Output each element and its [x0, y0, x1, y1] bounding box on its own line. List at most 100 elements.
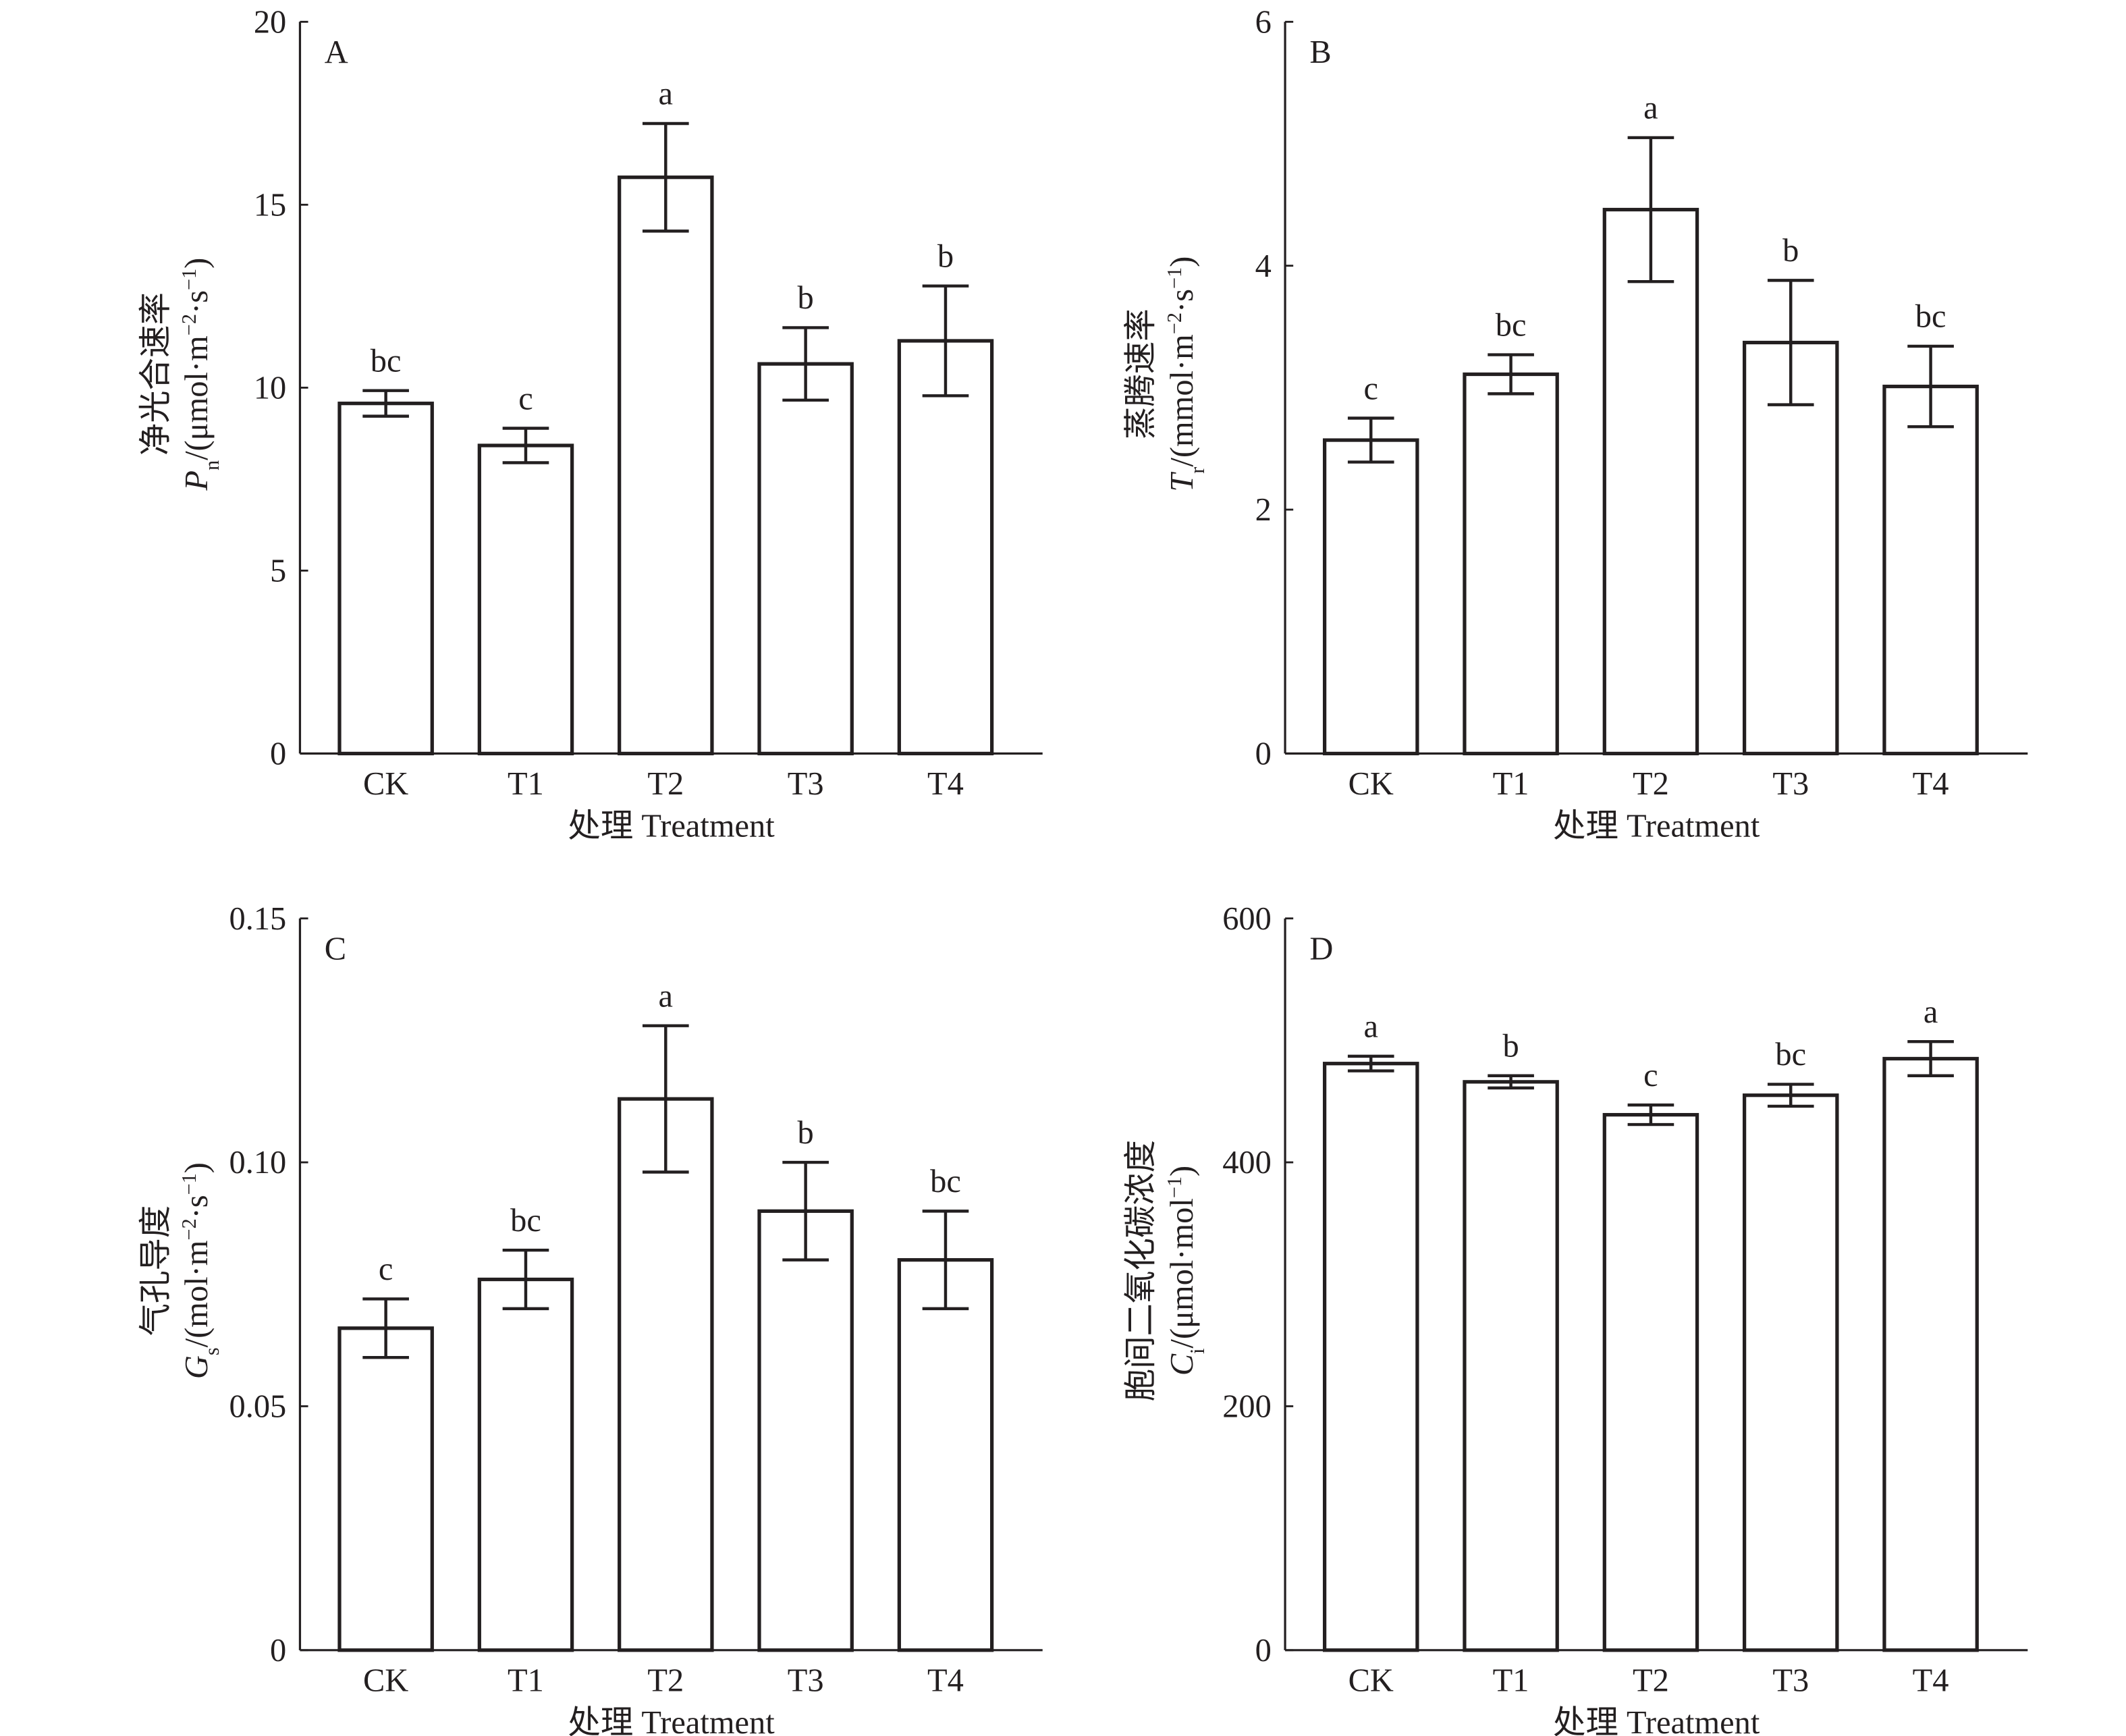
y-axis-label-chinese: 胞间二氧化碳浓度	[1123, 1140, 1159, 1402]
x-tick-label: T1	[1493, 1662, 1529, 1698]
x-tick-label: T2	[647, 1662, 684, 1698]
y-axis-label-part: C	[1164, 1353, 1200, 1376]
significance-letter: b	[937, 238, 954, 274]
y-axis-label-part: G	[179, 1355, 215, 1379]
bar-t1	[477, 443, 574, 756]
significance-letter: a	[1924, 994, 1938, 1030]
panel-label: C	[325, 931, 346, 967]
x-tick-label: T3	[1772, 1662, 1809, 1698]
y-tick-label: 2	[1255, 492, 1272, 528]
panel-label: B	[1309, 34, 1331, 70]
y-axis-label-part: s	[200, 1347, 223, 1355]
significance-letter: a	[1364, 1009, 1379, 1045]
y-axis-label-part: i	[1186, 1349, 1209, 1354]
y-axis-label-part: r	[1186, 467, 1209, 474]
x-tick-label: T1	[1493, 766, 1529, 802]
x-tick-label: T4	[927, 1662, 964, 1698]
y-axis-label-formula: Pn/(μmol·m−2·s−1)	[178, 258, 223, 491]
x-tick-label: T2	[1633, 766, 1669, 802]
x-tick-label: T4	[1913, 1662, 1949, 1698]
bar-t1	[1463, 1080, 1559, 1652]
significance-letter: b	[798, 1115, 814, 1151]
y-tick-label: 200	[1222, 1389, 1272, 1425]
significance-letter: c	[1364, 371, 1379, 406]
y-axis-label-part: /(μmol·m	[179, 335, 215, 460]
significance-letter: b	[1502, 1029, 1519, 1064]
significance-letter: bc	[371, 343, 402, 379]
bar-t1	[477, 1277, 574, 1652]
bar-t2	[618, 175, 714, 756]
y-tick-label: 0.10	[229, 1145, 286, 1181]
x-tick-label: T2	[1633, 1662, 1669, 1698]
y-axis-label-part: −2	[178, 314, 200, 335]
bar-t4	[897, 1257, 994, 1652]
significance-letter: bc	[1915, 299, 1946, 335]
y-tick-label: 5	[270, 553, 286, 589]
x-tick-label: T3	[788, 1662, 824, 1698]
y-tick-label: 0	[270, 1633, 286, 1669]
significance-letter: bc	[510, 1203, 541, 1239]
bar-t4	[1882, 384, 1979, 756]
significance-letter: a	[659, 978, 674, 1014]
bar-ck	[1322, 1062, 1419, 1652]
y-tick-label: 4	[1255, 248, 1272, 284]
x-tick-label: T2	[647, 766, 684, 802]
chart-panel-a: 0 5 10 15 20 Abc CK c T1 a T2 b T3 b T4 处理 Treatment 净光合…	[138, 4, 1043, 844]
x-axis-label: 处理 Treatment	[568, 1705, 775, 1736]
x-tick-label: T4	[927, 766, 964, 802]
significance-letter: a	[1643, 90, 1658, 126]
significance-letter: b	[1782, 233, 1799, 269]
y-axis-label-part: /(mol·m	[179, 1241, 215, 1348]
y-axis-label-formula: Ci/(μmol·mol−1)	[1163, 1166, 1209, 1376]
x-tick-label: CK	[363, 766, 408, 802]
significance-letter: c	[1643, 1058, 1658, 1093]
significance-letter: c	[379, 1251, 393, 1287]
y-axis-label-part: T	[1164, 472, 1200, 492]
y-axis-label-part: /(mmol·m	[1164, 334, 1200, 466]
x-tick-label: T1	[508, 766, 544, 802]
chart-panel-d: 0 200 400 600 Da CK b T1 c T2 bc T3 a T4 处理 Treatment 胞…	[1123, 901, 2028, 1736]
y-tick-label: 0	[1255, 736, 1272, 772]
y-axis-label-chinese: 气孔导度	[138, 1205, 174, 1336]
panel-label: A	[325, 34, 348, 70]
x-axis-label: 处理 Treatment	[1553, 1705, 1760, 1736]
y-axis-label-part: −2	[1163, 313, 1186, 334]
y-axis-label-chinese: 净光合速率	[138, 292, 174, 456]
y-axis-label-part: −1	[178, 269, 200, 290]
bar-t2	[618, 1097, 714, 1652]
y-axis-label-formula: Tr/(mmol·m−2·s−1)	[1163, 256, 1209, 492]
bar-ck	[337, 1326, 434, 1652]
significance-letter: bc	[1496, 307, 1527, 343]
y-axis-label-part: −1	[178, 1173, 200, 1195]
y-tick-label: 15	[254, 187, 286, 223]
y-axis-label-part: )	[179, 1162, 215, 1173]
x-tick-label: T3	[1772, 766, 1809, 802]
y-axis-label-part: ·s	[179, 290, 215, 314]
bar-t3	[1742, 1093, 1839, 1652]
y-axis-label-part: −1	[1163, 267, 1186, 289]
significance-letter: a	[659, 76, 674, 112]
x-tick-label: CK	[1348, 1662, 1394, 1698]
bar-t3	[757, 362, 854, 756]
y-axis-label-formula: Gs/(mol·m−2·s−1)	[178, 1162, 223, 1379]
x-tick-label: CK	[1348, 766, 1394, 802]
y-tick-label: 400	[1222, 1145, 1272, 1181]
y-tick-label: 0.05	[229, 1389, 286, 1425]
y-axis-label-part: n	[200, 460, 223, 470]
y-axis-label-part: P	[179, 470, 215, 491]
y-tick-label: 10	[254, 371, 286, 406]
y-axis-label-part: )	[1164, 1166, 1200, 1176]
x-tick-label: T4	[1913, 766, 1949, 802]
bar-t2	[1602, 207, 1699, 756]
y-axis-label-part: ·s	[1164, 289, 1200, 313]
bar-ck	[1322, 438, 1419, 756]
bar-ck	[337, 402, 434, 756]
x-axis-label: 处理 Treatment	[1553, 809, 1760, 844]
y-axis-label-chinese: 蒸腾速率	[1123, 308, 1159, 439]
x-tick-label: T3	[788, 766, 824, 802]
significance-letter: bc	[1775, 1037, 1806, 1073]
y-axis-label-part: /(μmol·mol	[1164, 1198, 1200, 1348]
